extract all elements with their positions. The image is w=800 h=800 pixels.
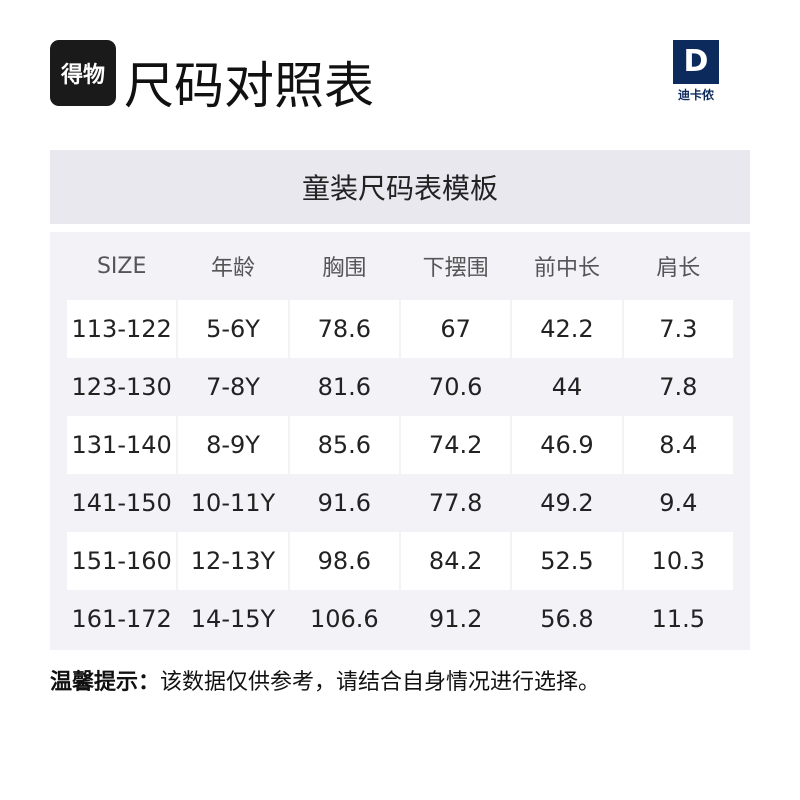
page-title: 尺码对照表 xyxy=(124,57,374,115)
table-cell: 141-150 xyxy=(71,489,172,517)
table-cell: 12-13Y xyxy=(178,532,288,590)
table-cell: 14-15Y xyxy=(190,605,276,633)
table-cell: 44 xyxy=(551,373,583,401)
table-cell: 42.2 xyxy=(512,300,622,358)
table-cell: 161-172 xyxy=(71,605,172,633)
column-header: 下摆围 xyxy=(422,256,489,281)
table-cell: 91.2 xyxy=(428,605,483,633)
table-cell: 74.2 xyxy=(400,416,511,474)
table-cell: 77.8 xyxy=(428,489,483,517)
column-header: SIZE xyxy=(96,253,147,279)
table-cell: 56.8 xyxy=(540,605,594,633)
table-cell: 113-122 xyxy=(67,300,177,358)
table-cell: 151-160 xyxy=(67,532,177,590)
table-cell: 8-9Y xyxy=(178,416,288,474)
table-header-row: SIZE 年龄 胸围 下摆围 前中长 肩长 xyxy=(67,237,733,295)
column-header: 胸围 xyxy=(322,256,367,281)
table-cell: 10-11Y xyxy=(190,489,276,517)
table-cell: 52.5 xyxy=(512,532,622,590)
table-cell: 11.5 xyxy=(651,605,706,633)
table-cell: 81.6 xyxy=(317,373,372,401)
table-cell: 78.6 xyxy=(289,300,399,358)
table-row: 141-150 10-11Y 91.6 77.8 49.2 9.4 xyxy=(67,474,733,532)
table-cell: 5-6Y xyxy=(178,300,288,358)
table-cell: 67 xyxy=(400,300,511,358)
table-row: 161-172 14-15Y 106.6 91.2 56.8 11.5 xyxy=(67,590,733,648)
table-row: 123-130 7-8Y 81.6 70.6 44 7.8 xyxy=(67,358,733,416)
column-header: 年龄 xyxy=(210,256,255,281)
tip: 温馨提示：该数据仅供参考，请结合自身情况进行选择。 xyxy=(50,670,601,695)
table-cell: 7-8Y xyxy=(206,373,260,401)
table-row: 113-122 5-6Y 78.6 67 42.2 7.3 xyxy=(67,300,733,358)
table-cell: 85.6 xyxy=(289,416,399,474)
decathlon-logo: D 迪卡侬 xyxy=(673,40,719,103)
table-cell: 8.4 xyxy=(623,416,733,474)
table-cell: 70.6 xyxy=(428,373,483,401)
column-header: 前中长 xyxy=(533,256,600,281)
size-table: SIZE 年龄 胸围 下摆围 前中长 肩长 113-122 5-6Y 78.6 67 4… xyxy=(50,232,750,650)
table-cell: 123-130 xyxy=(71,373,172,401)
table-cell: 91.6 xyxy=(317,489,372,517)
table-cell: 84.2 xyxy=(400,532,511,590)
table-row: 131-140 8-9Y 85.6 74.2 46.9 8.4 xyxy=(67,416,733,474)
dewu-logo: 得物 xyxy=(50,40,116,106)
table-cell: 49.2 xyxy=(540,489,594,517)
table-cell: 7.3 xyxy=(623,300,733,358)
table-cell: 7.8 xyxy=(659,373,698,401)
table-cell: 106.6 xyxy=(309,605,379,633)
table-cell: 10.3 xyxy=(623,532,733,590)
table-cell: 9.4 xyxy=(659,489,698,517)
table-title: 童装尺码表模板 xyxy=(50,150,750,224)
column-header: 肩长 xyxy=(656,256,701,281)
table-cell: 46.9 xyxy=(512,416,622,474)
table-cell: 98.6 xyxy=(289,532,399,590)
table-row: 151-160 12-13Y 98.6 84.2 52.5 10.3 xyxy=(67,532,733,590)
table-cell: 131-140 xyxy=(67,416,177,474)
